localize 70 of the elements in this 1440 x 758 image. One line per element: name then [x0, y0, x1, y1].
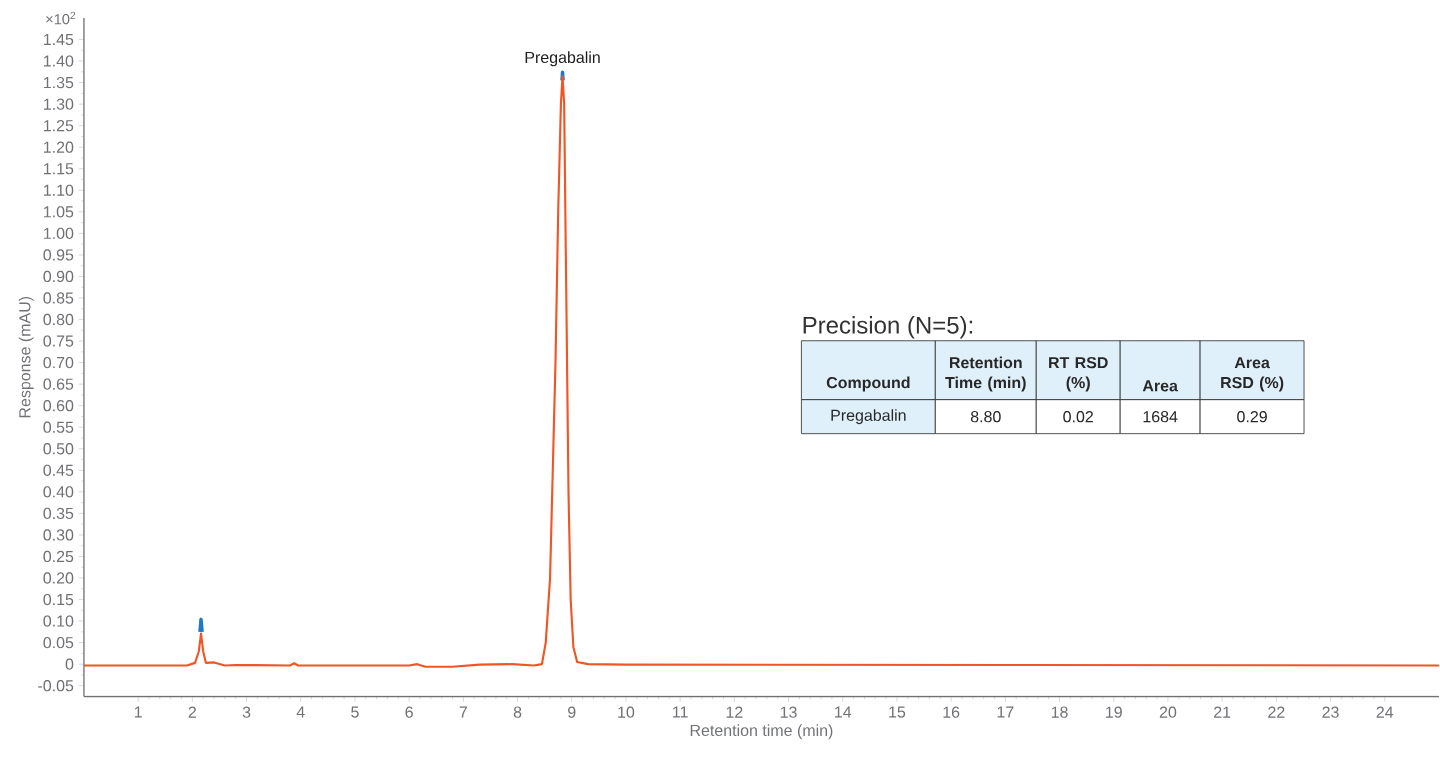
y-tick-label: 0.90	[43, 270, 74, 282]
y-tick-label: 1.20	[44, 141, 74, 153]
annotation: Pregabalin	[831, 409, 906, 424]
y-tick-label: 1.30	[44, 98, 74, 110]
x-tick-label: 23	[1322, 706, 1339, 718]
x-tick-label: 10	[618, 706, 635, 718]
annotation: 8.80	[970, 410, 1001, 423]
y-tick-label: 0.05	[43, 636, 74, 649]
x-tick-label: 19	[1106, 706, 1122, 718]
x-tick-label: 24	[1376, 706, 1394, 718]
x-tick-label: 21	[1214, 706, 1231, 718]
annotation: Retention Time (min)	[945, 356, 1026, 392]
y-tick-label: -0.05	[38, 679, 74, 692]
y-tick-label: 0.20	[43, 572, 74, 584]
x-tick-label: 2	[188, 706, 196, 718]
y-tick-label: 0.80	[43, 313, 74, 325]
x-tick-label: 12	[726, 706, 743, 718]
annotation: Area RSD (%)	[1221, 356, 1284, 392]
x-tick-label: 14	[835, 706, 852, 718]
text: ×10$^{2}$	[46, 11, 76, 25]
y-tick-label: 0.85	[43, 292, 74, 304]
y-tick-label: 0.15	[43, 593, 74, 605]
y-tick-label: 0	[65, 658, 74, 670]
y-tick-label: 1.10	[44, 184, 74, 196]
y-tick-label: 0.95	[43, 249, 74, 261]
x-tick-label: 8	[513, 706, 522, 718]
annotation: RT RSD (%)	[1049, 356, 1108, 392]
y-tick-label: 0.25	[43, 550, 74, 562]
annotation: 0.02	[1063, 410, 1093, 423]
x-tick-label: 13	[780, 706, 797, 718]
x-tick-label: 4	[296, 706, 305, 718]
annotation: Pregabalin	[525, 51, 600, 67]
annotation: Area	[1142, 380, 1179, 392]
y-tick-label: 0.10	[43, 615, 74, 627]
x-tick-label: 22	[1268, 706, 1285, 718]
y-tick-label: 1.15	[44, 162, 74, 175]
annotation: Precision (N=5):	[803, 315, 973, 339]
x-tick-label: 18	[1051, 706, 1068, 718]
y-axis-title: Response (mAU)	[18, 296, 34, 418]
y-tick-label: 0.35	[43, 507, 74, 519]
x-tick-label: 1	[134, 706, 142, 718]
y-tick-label: 1.25	[44, 119, 74, 132]
y-tick-label: 0.50	[43, 442, 74, 455]
annotation: 0.29	[1237, 410, 1267, 423]
y-tick-label: 1.45	[44, 33, 74, 45]
x-tick-label: 6	[405, 706, 413, 718]
y-tick-label: 0.65	[43, 378, 74, 390]
annotation: Compound	[826, 376, 910, 392]
y-tick-label: 0.45	[43, 464, 74, 476]
x-tick-label: 17	[997, 706, 1014, 718]
x-tick-label: 3	[242, 706, 251, 718]
y-tick-label: 1.00	[44, 227, 74, 239]
y-tick-label: 1.05	[44, 205, 74, 218]
x-axis-title: Retention time (min)	[690, 724, 833, 739]
y-tick-label: 0.40	[43, 485, 74, 498]
y-tick-label: 0.75	[43, 335, 74, 347]
x-tick-label: 7	[459, 706, 467, 718]
annotation: 1684	[1143, 410, 1178, 423]
y-tick-label: 1.40	[44, 55, 74, 67]
y-tick-label: 0.30	[43, 529, 74, 541]
y-tick-label: 0.60	[43, 399, 74, 412]
x-tick-label: 5	[351, 706, 359, 718]
y-tick-label: 0.70	[43, 356, 74, 369]
y-tick-label: 0.55	[43, 421, 74, 433]
x-tick-label: 16	[943, 706, 960, 718]
x-tick-label: 15	[889, 706, 906, 718]
x-tick-label: 11	[673, 706, 688, 718]
x-tick-label: 9	[568, 706, 576, 718]
x-tick-label: 20	[1159, 706, 1177, 718]
y-tick-label: 1.35	[44, 76, 74, 89]
